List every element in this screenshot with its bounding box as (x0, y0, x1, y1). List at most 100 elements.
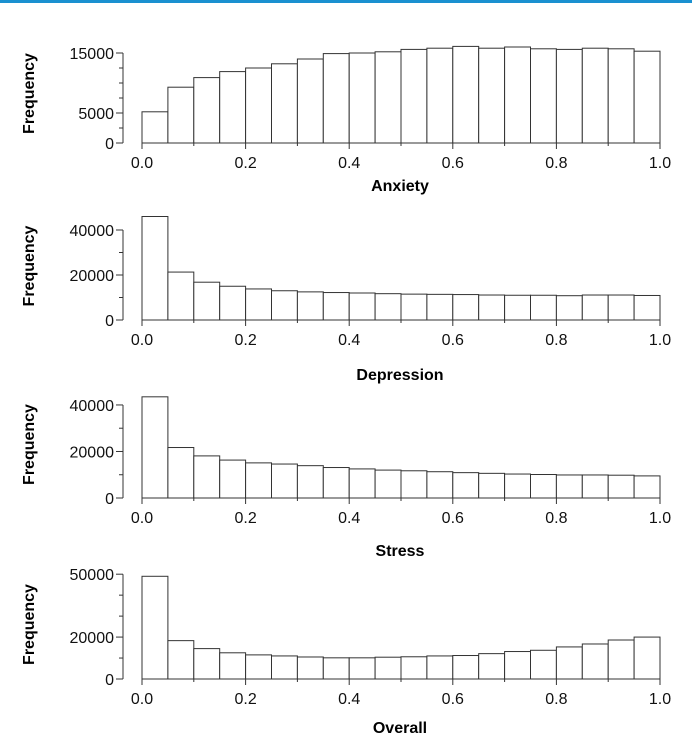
panel-2-bar (452, 294, 480, 321)
panel-2-bar (296, 291, 324, 321)
panel-2-bar (478, 294, 506, 321)
panel-1-x-tick-label: 1.0 (649, 155, 671, 172)
panel-1-bar (245, 67, 273, 144)
panel-3-bar (167, 447, 195, 499)
panel-3-y-tick-label: 40000 (70, 398, 115, 415)
panel-2-y-axis-label: Frequency (21, 225, 38, 306)
panel-3-bar (633, 475, 661, 499)
panel-1-x-tick-label: 0.0 (131, 155, 153, 172)
panel-3-x-tick-label: 0.8 (545, 510, 567, 527)
panel-2-y-tick-label: 20000 (70, 268, 115, 285)
panel-3-x-tick-label: 0.6 (442, 510, 464, 527)
panel-4-bar (348, 657, 376, 680)
panel-2-y-tick-label: 40000 (70, 223, 115, 240)
panel-1-bar (452, 45, 480, 144)
panel-4-bar (581, 643, 609, 680)
panel-4-bar (141, 575, 169, 680)
panel-4-bar (271, 655, 298, 680)
panel-1-x-tick-label: 0.4 (338, 155, 360, 172)
panel-1-bar (555, 48, 583, 144)
panel-1-bar (271, 63, 298, 144)
panel-4-bar (296, 656, 324, 680)
panel-3-bar (555, 474, 583, 499)
panel-1-bar (322, 53, 350, 144)
panel-3-bar (193, 455, 221, 499)
panel-2-bar (322, 292, 350, 321)
panel-2-bar (504, 294, 532, 321)
panel-4-y-tick-label: 0 (105, 672, 114, 689)
panel-2-x-tick-label: 1.0 (649, 332, 671, 349)
top-accent-line (0, 0, 692, 3)
panel-1-x-tick-label: 0.2 (234, 155, 256, 172)
panel-4-bar (633, 636, 661, 680)
panel-2-bar (530, 294, 557, 321)
panel-1-bar (193, 77, 221, 144)
panel-3-bar (219, 459, 247, 499)
panel-1-y-tick-label: 0 (105, 136, 114, 153)
panel-3-bar (322, 467, 350, 499)
panel-1-x-tick-label: 0.6 (442, 155, 464, 172)
panel-3-x-tick-label: 1.0 (649, 510, 671, 527)
panel-3-bar (400, 470, 428, 499)
panel-3-y-axis-label: Frequency (21, 404, 38, 485)
panel-3-bar (530, 474, 557, 499)
panel-3-bar (374, 469, 402, 499)
panel-4-bar (426, 655, 454, 680)
panel-1-bar (607, 48, 635, 144)
panel-4-x-tick-label: 0.8 (545, 691, 567, 708)
panel-2-bar (581, 294, 609, 321)
panel-1-bar (167, 86, 195, 144)
panel-2-bar (400, 293, 428, 321)
panel-4-bar (193, 648, 221, 680)
panel-2-y-tick-label: 0 (105, 313, 114, 330)
panel-4-bar (167, 640, 195, 680)
panel-1-x-axis-label: Anxiety (371, 178, 429, 195)
panel-2-x-tick-label: 0.4 (338, 332, 360, 349)
panel-1-bar (141, 111, 169, 144)
panel-3-bar (348, 468, 376, 499)
panel-3-bar (581, 474, 609, 499)
panel-4-bar (374, 656, 402, 680)
panel-2-bar (167, 271, 195, 321)
panel-3-bar (504, 473, 532, 499)
panel-4-x-axis-label: Overall (373, 720, 427, 737)
panel-1-bar (219, 71, 247, 144)
panel-4-y-tick-label: 20000 (70, 630, 115, 647)
panel-1-bar (348, 52, 376, 144)
panel-4-bar (219, 652, 247, 680)
panel-3-y-tick-label: 0 (105, 491, 114, 508)
panel-3-x-tick-label: 0.2 (234, 510, 256, 527)
panel-2-bar (271, 290, 298, 321)
panel-4-x-tick-label: 0.0 (131, 691, 153, 708)
panel-3-bar (141, 396, 169, 499)
panel-2-bar (348, 292, 376, 321)
panel-3-bar (478, 472, 506, 499)
panel-2-bar (374, 293, 402, 321)
panel-2-x-axis-label: Depression (356, 367, 443, 384)
panel-1-bar (374, 51, 402, 144)
panel-4-x-tick-label: 0.6 (442, 691, 464, 708)
panel-1-y-tick-label: 5000 (78, 106, 114, 123)
panel-1-bar (478, 47, 506, 144)
panel-4-bar (245, 654, 273, 680)
panel-3-bar (607, 474, 635, 499)
panel-4-x-tick-label: 0.2 (234, 691, 256, 708)
panel-4-bar (400, 656, 428, 680)
panel-1-x-tick-label: 0.8 (545, 155, 567, 172)
panel-4-y-axis-label: Frequency (21, 584, 38, 665)
panel-1-bar (504, 46, 532, 144)
panel-3-x-tick-label: 0.4 (338, 510, 360, 527)
panel-4-bar (555, 646, 583, 680)
panel-1-bar (581, 47, 609, 144)
panel-2-x-tick-label: 0.8 (545, 332, 567, 349)
panel-1-bar (426, 47, 454, 144)
panel-4-bar (478, 653, 506, 680)
panel-1-bar (633, 50, 661, 144)
panel-2-bar (219, 285, 247, 321)
panel-2-bar (555, 295, 583, 321)
panel-2-bar (193, 281, 221, 321)
panel-4-x-tick-label: 0.4 (338, 691, 360, 708)
panel-3-y-tick-label: 20000 (70, 444, 115, 461)
panel-4-bar (452, 655, 480, 680)
